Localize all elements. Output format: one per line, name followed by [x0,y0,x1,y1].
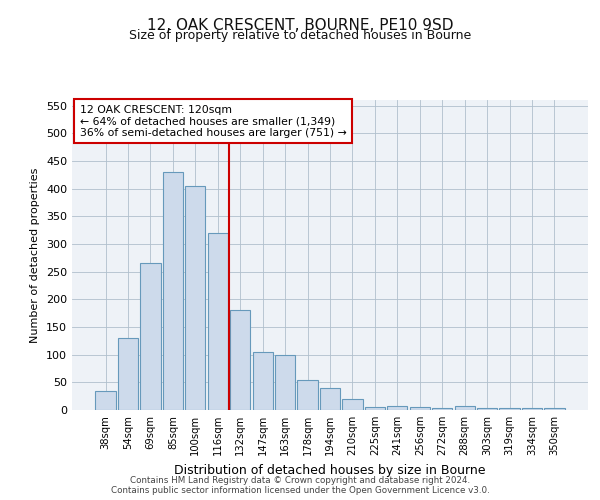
Bar [230,310,250,410]
Bar [455,406,475,410]
Bar [432,408,452,410]
Bar [185,186,205,410]
Bar [522,408,542,410]
Bar [365,407,385,410]
Bar [544,408,565,410]
Text: Size of property relative to detached houses in Bourne: Size of property relative to detached ho… [129,29,471,42]
Bar [253,352,273,410]
Bar [163,172,183,410]
Bar [275,354,295,410]
Bar [298,380,317,410]
Bar [410,407,430,410]
Text: 12, OAK CRESCENT, BOURNE, PE10 9SD: 12, OAK CRESCENT, BOURNE, PE10 9SD [147,18,453,32]
X-axis label: Distribution of detached houses by size in Bourne: Distribution of detached houses by size … [174,464,486,476]
Bar [118,338,138,410]
Text: Contains HM Land Registry data © Crown copyright and database right 2024.
Contai: Contains HM Land Registry data © Crown c… [110,476,490,495]
Y-axis label: Number of detached properties: Number of detached properties [31,168,40,342]
Bar [95,390,116,410]
Text: 12 OAK CRESCENT: 120sqm
← 64% of detached houses are smaller (1,349)
36% of semi: 12 OAK CRESCENT: 120sqm ← 64% of detache… [80,104,346,138]
Bar [208,233,228,410]
Bar [387,406,407,410]
Bar [499,408,520,410]
Bar [343,399,362,410]
Bar [477,408,497,410]
Bar [320,388,340,410]
Bar [140,264,161,410]
